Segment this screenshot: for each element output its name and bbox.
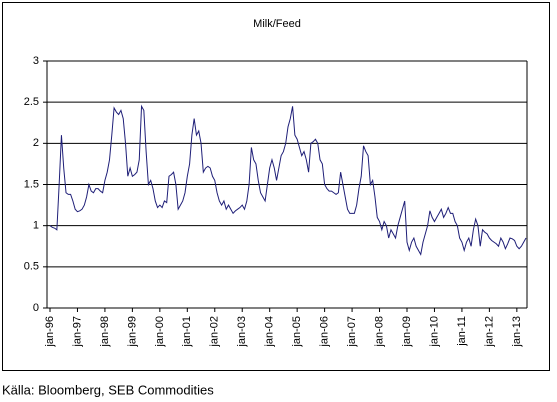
y-tick-label: 1.5	[24, 178, 39, 190]
y-tick-label: 1	[33, 220, 39, 232]
x-tick-label: jan-02	[209, 316, 221, 348]
x-tick-label: jan-99	[126, 316, 138, 348]
x-tick-label: jan-97	[71, 316, 83, 348]
y-tick-label: 0	[33, 302, 39, 314]
chart-frame	[2, 2, 550, 371]
x-tick-label: jan-01	[181, 316, 193, 348]
x-tick-label: jan-13	[511, 316, 523, 348]
x-tick-label: jan-98	[99, 316, 111, 348]
chart-title: Milk/Feed	[253, 18, 301, 30]
x-tick-label: jan-05	[291, 316, 303, 348]
x-tick-label: jan-11	[456, 316, 468, 347]
x-tick-label: jan-07	[346, 316, 358, 348]
x-tick-label: jan-96	[44, 316, 56, 348]
x-tick-label: jan-08	[373, 316, 385, 348]
data-line	[49, 104, 527, 256]
x-tick-label: jan-03	[236, 316, 248, 348]
source-note: Källa: Bloomberg, SEB Commodities	[2, 382, 214, 397]
y-tick-label: 2.5	[24, 96, 39, 108]
x-tick-label: jan-06	[319, 316, 331, 348]
x-tick-label: jan-04	[264, 316, 276, 348]
y-tick-label: 3	[33, 55, 39, 67]
y-tick-label: 2	[33, 137, 39, 149]
x-tick-label: jan-09	[401, 316, 413, 348]
y-tick-label: 0.5	[24, 261, 39, 273]
x-tick-label: jan-10	[428, 316, 440, 348]
x-tick-label: jan-00	[154, 316, 166, 348]
x-tick-label: jan-12	[483, 316, 495, 348]
